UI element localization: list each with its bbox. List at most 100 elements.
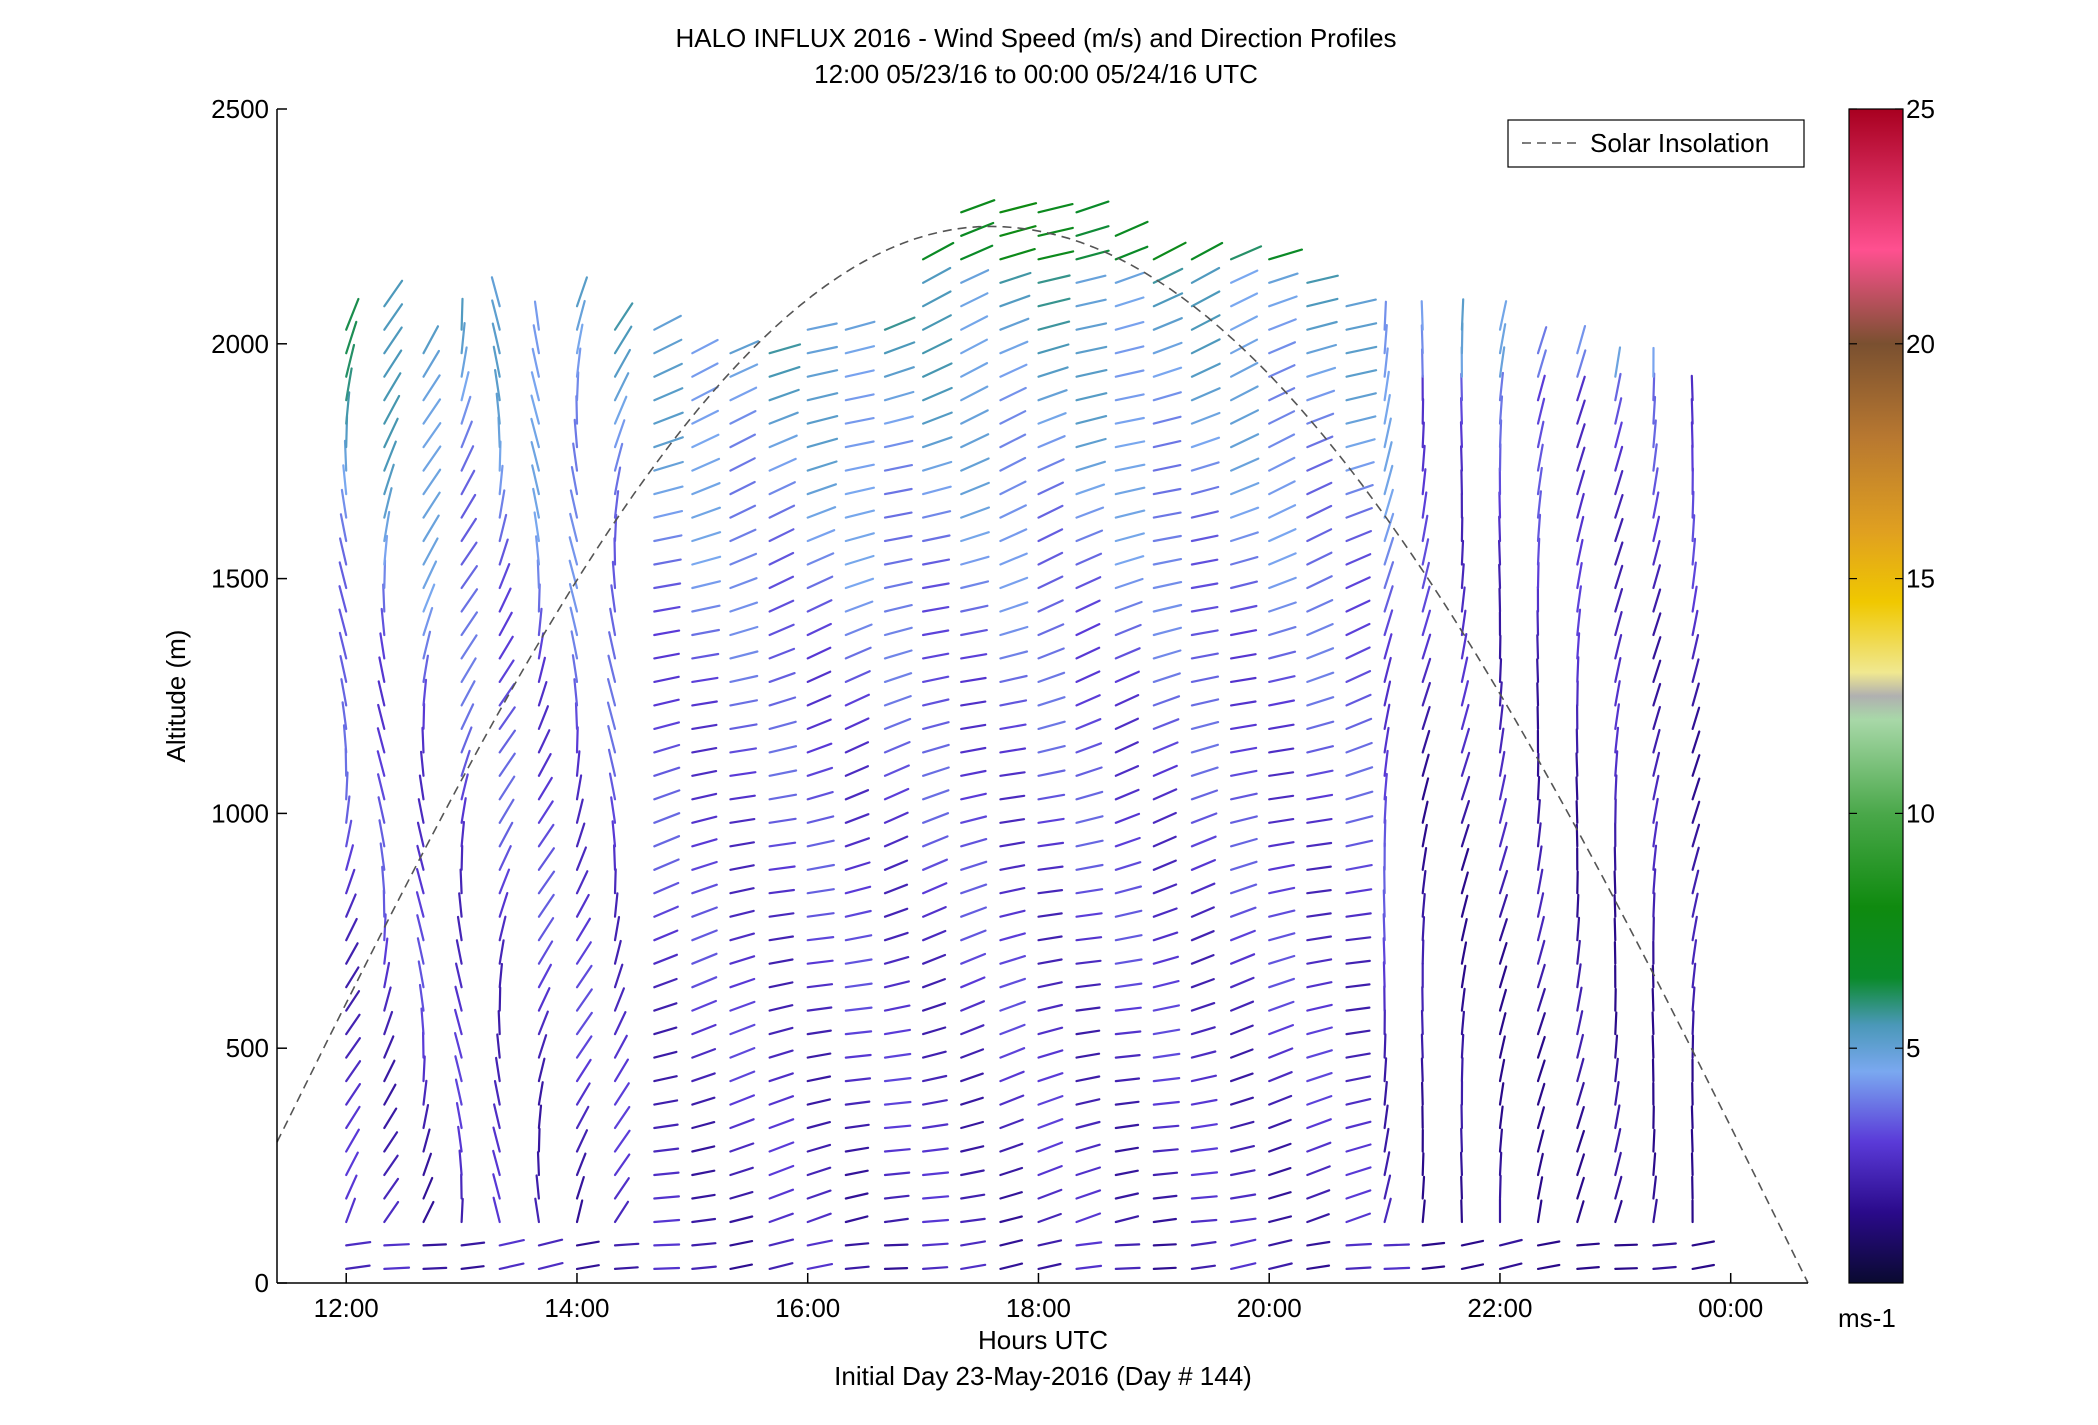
- wind-barb: [1383, 1033, 1387, 1059]
- wind-barb: [1075, 529, 1104, 543]
- wind-barb: [422, 374, 441, 402]
- wind-barb: [1536, 1059, 1546, 1083]
- wind-barb: [653, 605, 681, 613]
- wind-barb: [960, 976, 986, 989]
- wind-barb: [1306, 1213, 1330, 1224]
- wind-barb: [999, 1094, 1025, 1106]
- wind-barb: [1152, 1171, 1179, 1177]
- wind-barb: [1268, 1023, 1295, 1036]
- wind-barb: [537, 776, 553, 801]
- wind-barb: [691, 1217, 717, 1224]
- wind-barb: [1576, 1057, 1585, 1083]
- wind-barb: [1152, 764, 1178, 777]
- wind-barb: [1152, 741, 1179, 754]
- wind-barb: [653, 977, 678, 989]
- wind-barb: [1498, 965, 1508, 989]
- wind-barb: [921, 953, 947, 965]
- wind-barb: [345, 844, 354, 871]
- wind-barb: [610, 796, 617, 824]
- wind-barb: [1421, 729, 1431, 754]
- wind-barb: [653, 411, 684, 425]
- wind-barb: [1345, 790, 1374, 801]
- wind-barb: [729, 340, 760, 355]
- wind-barb: [729, 817, 756, 824]
- wind-barb: [416, 914, 425, 942]
- wind-barb: [1576, 1105, 1585, 1130]
- wind-barb: [1613, 870, 1617, 895]
- wind-barb: [729, 841, 756, 848]
- wind-barb: [1614, 1267, 1639, 1271]
- wind-barb: [1614, 564, 1624, 590]
- wind-barb: [1229, 815, 1258, 824]
- wind-barb: [498, 986, 502, 1012]
- wind-barb: [492, 1126, 501, 1153]
- wind-barb: [1229, 860, 1258, 871]
- wind-barb: [383, 303, 404, 331]
- wind-barb: [883, 581, 913, 590]
- wind-barb: [1383, 488, 1394, 519]
- wind-barb: [338, 585, 348, 613]
- wind-barb: [417, 960, 425, 989]
- wind-barb: [806, 983, 834, 989]
- wind-barb: [460, 1241, 486, 1247]
- wind-barb: [1114, 1215, 1140, 1224]
- wind-barb: [1690, 398, 1694, 425]
- wind-barb: [533, 300, 541, 331]
- wind-barb: [1382, 961, 1386, 989]
- x-axis-label: Hours UTC: [978, 1325, 1108, 1355]
- wind-barb: [844, 958, 873, 965]
- wind-barb: [999, 456, 1027, 472]
- wind-barb: [378, 656, 386, 684]
- wind-barb: [729, 552, 758, 566]
- wind-barb: [844, 345, 876, 355]
- wind-barb: [1152, 1194, 1178, 1200]
- wind-barb: [345, 795, 351, 824]
- wind-barb: [999, 552, 1028, 566]
- wind-barb: [1460, 775, 1471, 801]
- wind-barb: [1114, 345, 1145, 355]
- wind-barb: [497, 1009, 501, 1036]
- wind-barb: [1498, 300, 1508, 331]
- wind-barb: [1460, 847, 1470, 871]
- wind-barb: [1306, 551, 1333, 566]
- wind-barb: [921, 605, 950, 613]
- wind-barb: [883, 859, 909, 871]
- wind-barb: [1536, 1199, 1543, 1224]
- wind-barb: [1345, 1052, 1371, 1059]
- wind-barb: [1498, 1012, 1507, 1036]
- wind-barb: [1459, 1151, 1464, 1177]
- wind-barb: [691, 1096, 716, 1106]
- wind-barb: [1460, 469, 1464, 496]
- wind-barb: [691, 815, 718, 824]
- wind-barb: [422, 514, 440, 543]
- wind-barb: [1229, 769, 1258, 777]
- wind-barb: [1420, 1057, 1424, 1083]
- wind-barb: [383, 1154, 399, 1177]
- y-tick-label: 0: [255, 1268, 269, 1298]
- wind-barb: [729, 794, 756, 801]
- wind-barb: [1075, 1006, 1101, 1012]
- wind-barb: [1460, 1175, 1464, 1200]
- wind-barb: [454, 1031, 463, 1059]
- wind-barb: [1306, 320, 1338, 331]
- wind-barb: [1152, 1004, 1181, 1012]
- wind-barb: [653, 675, 680, 684]
- wind-barb: [1652, 728, 1661, 754]
- wind-barb: [422, 630, 432, 660]
- wind-barb: [1229, 1072, 1254, 1083]
- wind-barb: [653, 721, 681, 731]
- wind-barb: [960, 1072, 984, 1083]
- wind-barb: [382, 889, 386, 918]
- wind-barb: [575, 1264, 600, 1271]
- wind-barb: [921, 929, 947, 942]
- wind-barb: [1576, 1129, 1586, 1153]
- wind-barb: [457, 1125, 463, 1153]
- wind-barb: [383, 961, 391, 989]
- wind-barb: [1576, 1153, 1586, 1177]
- wind-barb: [613, 395, 628, 425]
- wind-barb: [1114, 369, 1145, 378]
- wind-barb: [1345, 1266, 1372, 1271]
- wind-barb: [1652, 491, 1660, 519]
- wind-barb: [1268, 1166, 1292, 1177]
- wind-barb: [1576, 561, 1583, 590]
